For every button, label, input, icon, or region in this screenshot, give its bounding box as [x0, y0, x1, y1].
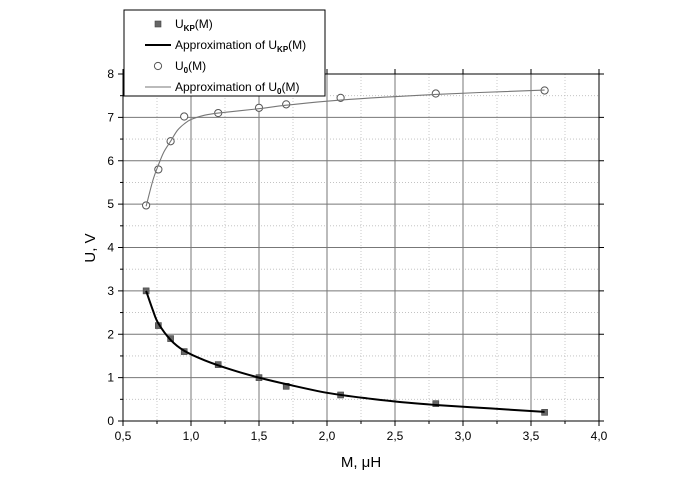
legend: UKP(M) Approximation of UKP(M) U0(M) Approx… [123, 9, 326, 97]
y-tick-label: 1 [107, 371, 114, 385]
x-tick-label: 2,0 [319, 429, 336, 443]
y-tick-label: 3 [107, 284, 114, 298]
y-tick-label: 4 [107, 241, 114, 255]
x-tick-label: 3,5 [523, 429, 540, 443]
x-tick-label: 2,5 [387, 429, 404, 443]
y-tick-label: 2 [107, 327, 114, 341]
x-tick-label: 3,0 [455, 429, 472, 443]
legend-label: UKP(M) [175, 17, 213, 33]
y-tick-label: 5 [107, 197, 114, 211]
legend-square-icon [154, 20, 162, 28]
y-axis: 0 1 2 3 4 5 6 7 8 [107, 67, 604, 428]
x-tick-label: 1,5 [251, 429, 268, 443]
series-layer [142, 86, 549, 416]
series-3 [145, 89, 545, 207]
data-point-circle [180, 112, 189, 121]
series-2 [142, 86, 549, 210]
y-tick-label: 7 [107, 110, 114, 124]
x-tick-label: 0,5 [115, 429, 132, 443]
legend-label: U0(M) [175, 59, 206, 75]
series-1 [145, 290, 545, 413]
approximation-curve [145, 89, 545, 207]
legend-circle-icon [153, 61, 163, 71]
y-axis-title: U, V [82, 233, 99, 262]
grid [123, 74, 599, 421]
data-point-circle [431, 89, 440, 98]
x-axis: 0,5 1,0 1,5 2,0 2,5 3,0 3,5 4,0 [115, 69, 608, 443]
legend-label: Approximation of U0(M) [175, 80, 300, 96]
x-tick-label: 1,0 [183, 429, 200, 443]
approximation-curve [145, 290, 545, 413]
y-tick-label: 6 [107, 154, 114, 168]
x-axis-title: M, μH [341, 454, 381, 471]
y-tick-label: 0 [107, 414, 114, 428]
y-tick-label: 8 [107, 67, 114, 81]
legend-label: Approximation of UKP(M) [175, 38, 306, 54]
x-tick-label: 4,0 [591, 429, 608, 443]
data-point-circle [254, 103, 264, 112]
data-point-square [432, 400, 440, 407]
data-point-circle [282, 100, 291, 109]
